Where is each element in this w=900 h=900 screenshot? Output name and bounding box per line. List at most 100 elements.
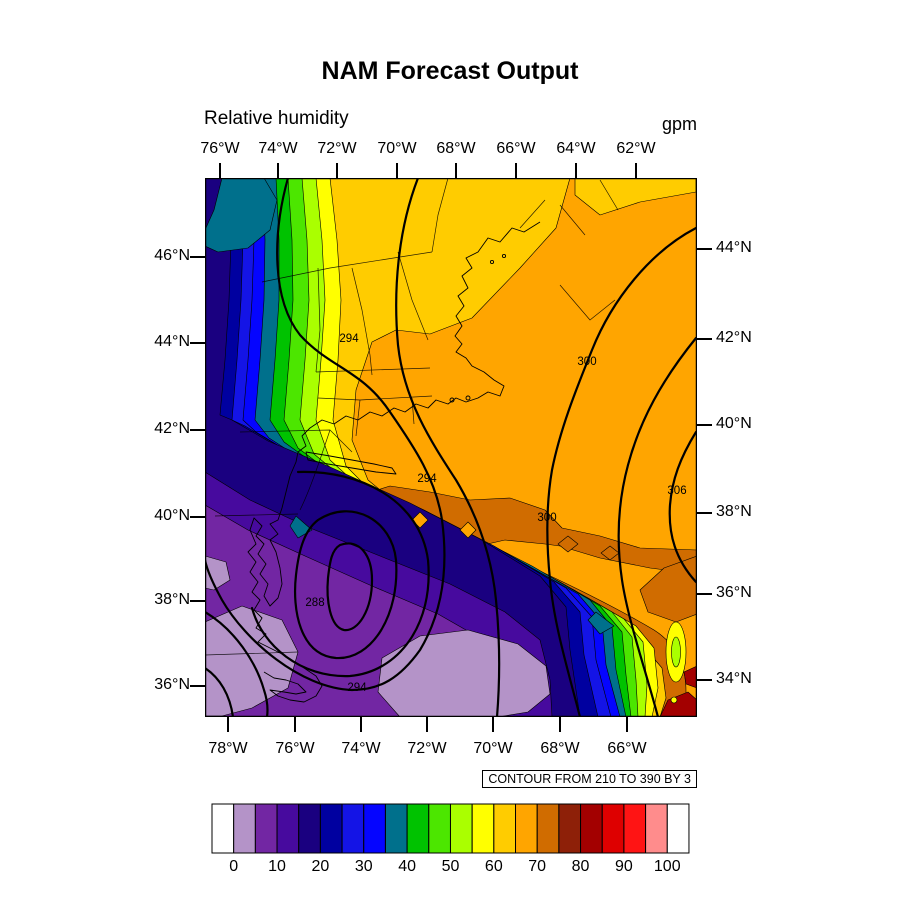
- colorbar-label: 60: [484, 858, 503, 875]
- colorbar-cell: [449, 803, 473, 854]
- gpm-contour-label: 300: [537, 512, 556, 524]
- colorbar-cell: [666, 803, 690, 854]
- axis-label-right: 42°N: [716, 329, 752, 346]
- axis-label-right: 34°N: [716, 670, 752, 687]
- axis-label-top: 76°W: [200, 140, 240, 157]
- axis-label-bottom: 74°W: [341, 740, 381, 757]
- plot-title: NAM Forecast Output: [321, 57, 579, 85]
- map-frame: [205, 178, 697, 717]
- gpm-contour-label: 288: [305, 597, 324, 609]
- colorbar-label: 70: [528, 858, 547, 875]
- colorbar-cell: [254, 803, 278, 854]
- axis-tick-bottom: [360, 717, 362, 732]
- axis-tick-right: [697, 512, 712, 514]
- axis-label-top: 74°W: [258, 140, 298, 157]
- axis-label-bottom: 70°W: [473, 740, 513, 757]
- axis-label-right: 36°N: [716, 584, 752, 601]
- axis-label-top: 70°W: [377, 140, 417, 157]
- axis-tick-right: [697, 248, 712, 250]
- axis-tick-left: [190, 342, 205, 344]
- axis-label-left: 42°N: [154, 420, 190, 437]
- axis-label-top: 72°W: [317, 140, 357, 157]
- colorbar-label: 80: [571, 858, 590, 875]
- colorbar-cell: [406, 803, 430, 854]
- colorbar-cell: [319, 803, 343, 854]
- axis-tick-left: [190, 685, 205, 687]
- colorbar-cell: [341, 803, 365, 854]
- gpm-contour-label: 294: [347, 682, 367, 694]
- colorbar-cell: [363, 803, 386, 854]
- contour-info-box: CONTOUR FROM 210 TO 390 BY 3: [482, 770, 697, 788]
- axis-tick-bottom: [559, 717, 561, 732]
- colorbar-cell: [233, 803, 256, 854]
- axis-label-top: 64°W: [556, 140, 596, 157]
- axis-label-left: 40°N: [154, 507, 190, 524]
- axis-tick-top: [575, 163, 577, 178]
- axis-label-top: 62°W: [616, 140, 656, 157]
- colorbar-cell: [211, 803, 235, 854]
- axis-label-right: 38°N: [716, 503, 752, 520]
- rh-band-80-85: [659, 665, 697, 717]
- colorbar-cell: [384, 803, 408, 854]
- colorbar-cell: [493, 803, 517, 854]
- colorbar-cell: [623, 803, 647, 854]
- colorbar-cell: [298, 803, 321, 854]
- subtitle-right: gpm: [661, 114, 697, 134]
- axis-tick-left: [190, 516, 205, 518]
- axis-label-bottom: 66°W: [607, 740, 647, 757]
- axis-tick-top: [635, 163, 637, 178]
- axis-label-left: 36°N: [154, 676, 190, 693]
- axis-label-top: 68°W: [436, 140, 476, 157]
- gpm-contour-lines: [205, 178, 697, 717]
- colorbar-label: 90: [615, 858, 633, 875]
- axis-tick-left: [190, 429, 205, 431]
- axis-tick-left: [190, 256, 205, 258]
- colorbar-cell: [558, 803, 582, 854]
- axis-label-right: 44°N: [716, 239, 752, 256]
- axis-label-right: 40°N: [716, 415, 752, 432]
- gpm-contour-labels: 294 300 294 306 300 288 294: [305, 333, 686, 694]
- forecast-map: 294 300 294 306 300 288 294: [205, 178, 697, 717]
- axis-tick-bottom: [626, 717, 628, 732]
- gpm-contour-label: 306: [667, 485, 686, 497]
- axis-label-left: 46°N: [154, 247, 190, 264]
- colorbar-cell: [645, 803, 668, 854]
- axis-tick-left: [190, 600, 205, 602]
- colorbar-cell: [536, 803, 560, 854]
- axis-tick-right: [697, 593, 712, 595]
- colorbar-cell: [580, 803, 603, 854]
- subtitle-left: Relative humidity: [204, 108, 349, 129]
- axis-tick-top: [336, 163, 338, 178]
- axis-tick-top: [277, 163, 279, 178]
- axis-tick-right: [697, 338, 712, 340]
- axis-tick-top: [396, 163, 398, 178]
- axis-label-bottom: 78°W: [208, 740, 248, 757]
- gpm-contour-label: 294: [339, 333, 359, 345]
- state-borders: [205, 178, 619, 656]
- axis-tick-bottom: [492, 717, 494, 732]
- colorbar-label: 30: [354, 858, 373, 875]
- axis-label-bottom: 76°W: [275, 740, 315, 757]
- colorbar-label: 0: [229, 858, 239, 875]
- axis-tick-top: [219, 163, 221, 178]
- axis-label-top: 66°W: [496, 140, 536, 157]
- gpm-contour-label: 294: [417, 473, 437, 485]
- axis-tick-top: [455, 163, 457, 178]
- gpm-contour-label: 300: [577, 356, 596, 368]
- axis-tick-bottom: [426, 717, 428, 732]
- axis-label-bottom: 72°W: [407, 740, 447, 757]
- colorbar-cell: [515, 803, 538, 854]
- colorbar-cell: [428, 803, 451, 854]
- axis-tick-right: [697, 679, 712, 681]
- axis-tick-bottom: [227, 717, 229, 732]
- colorbar: [211, 803, 690, 854]
- colorbar-cell: [471, 803, 495, 854]
- colorbar-label: 50: [441, 858, 460, 875]
- colorbar-label: 40: [398, 858, 416, 875]
- axis-label-left: 38°N: [154, 591, 190, 608]
- axis-label-left: 44°N: [154, 333, 190, 350]
- axis-label-bottom: 68°W: [540, 740, 580, 757]
- colorbar-label: 10: [268, 858, 286, 875]
- axis-tick-bottom: [294, 717, 296, 732]
